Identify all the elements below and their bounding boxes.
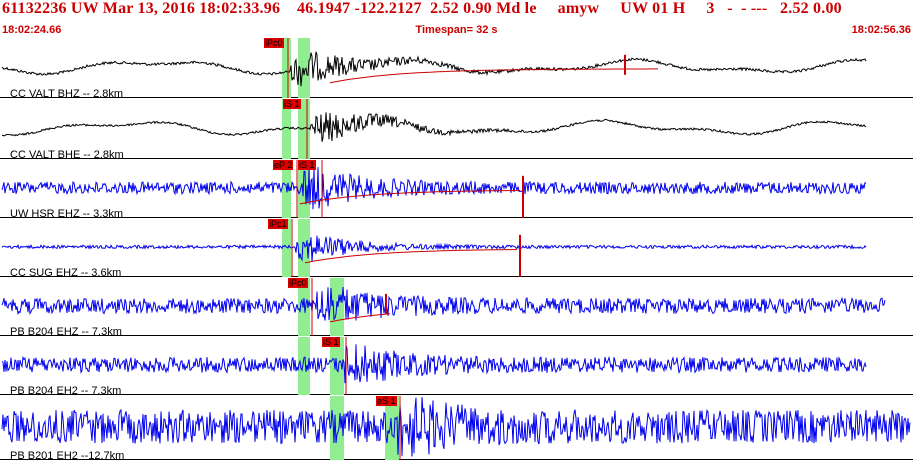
pick-flag[interactable]: iS 1: [298, 160, 316, 170]
trace-row: iPc0 CC VALT BHZ -- 2.8km: [0, 38, 913, 100]
pick-flag[interactable]: iPc1: [268, 219, 288, 229]
timespan-label: Timespan= 32 s: [415, 24, 498, 36]
coda-decay-line: [329, 313, 391, 323]
waveform: [1, 235, 867, 262]
event-summary: 61132236 UW Mar 13, 2016 18:02:33.96 46.…: [2, 0, 842, 17]
seismogram-panel: iPc0 CC VALT BHZ -- 2.8km iS 1 CC VALT BHE …: [0, 38, 913, 462]
pick-window: [282, 219, 291, 277]
event-header: 61132236 UW Mar 13, 2016 18:02:33.96 46.…: [0, 0, 913, 22]
coda-decay-line: [329, 68, 658, 84]
start-time: 18:02:24.66: [2, 24, 62, 36]
trace-plot: [0, 278, 913, 336]
waveform: [1, 344, 867, 384]
pick-window: [298, 337, 310, 395]
trace-plot: [0, 396, 913, 460]
pick-window: [298, 278, 310, 336]
trace-row: iS 1 CC VALT BHE -- 2.8km: [0, 99, 913, 161]
pick-flag[interactable]: iS 1: [322, 337, 340, 347]
end-time: 18:02:56.36: [851, 24, 911, 36]
trace-label: UW HSR EHZ -- 3.3km: [10, 208, 124, 220]
trace-plot: [0, 337, 913, 395]
trace-plot: [0, 160, 913, 218]
waveform: [1, 286, 886, 321]
waveform: [1, 397, 911, 457]
coda-decay-line: [299, 189, 521, 205]
waveform: [1, 167, 867, 210]
pick-window: [330, 396, 344, 460]
pick-flag[interactable]: eS 1: [376, 396, 397, 406]
trace-row: iPc0 PB B204 EHZ -- 7.3km: [0, 278, 913, 338]
trace-label: CC VALT BHZ -- 2.8km: [10, 88, 124, 100]
pick-flag[interactable]: iS 1: [283, 99, 301, 109]
waveform: [1, 112, 867, 142]
trace-label: CC VALT BHE -- 2.8km: [10, 149, 124, 161]
pick-window: [282, 38, 291, 98]
pick-flag[interactable]: iPc0: [288, 278, 308, 288]
trace-row: iS 1 PB B204 EH2 -- 7.3km: [0, 337, 913, 397]
trace-plot: [0, 219, 913, 277]
trace-label: PB B204 EH2 -- 7.3km: [10, 385, 122, 397]
trace-label: PB B201 EH2 --12.7km: [10, 450, 125, 462]
trace-plot: [0, 99, 913, 159]
coda-decay-line: [304, 249, 518, 264]
pick-flag[interactable]: iPc0: [264, 38, 284, 48]
trace-label: CC SUG EHZ -- 3.6km: [10, 267, 122, 279]
trace-row: eS 1 PB B201 EH2 --12.7km: [0, 396, 913, 462]
pick-window: [282, 99, 291, 159]
trace-label: PB B204 EHZ -- 7.3km: [10, 326, 122, 338]
trace-row: iPc1 CC SUG EHZ -- 3.6km: [0, 219, 913, 279]
pick-flag[interactable]: eP 2: [273, 160, 294, 170]
waveform: [1, 51, 867, 87]
trace-plot: [0, 38, 913, 98]
trace-row: eP 2 iS 1 UW HSR EHZ -- 3.3km: [0, 160, 913, 220]
